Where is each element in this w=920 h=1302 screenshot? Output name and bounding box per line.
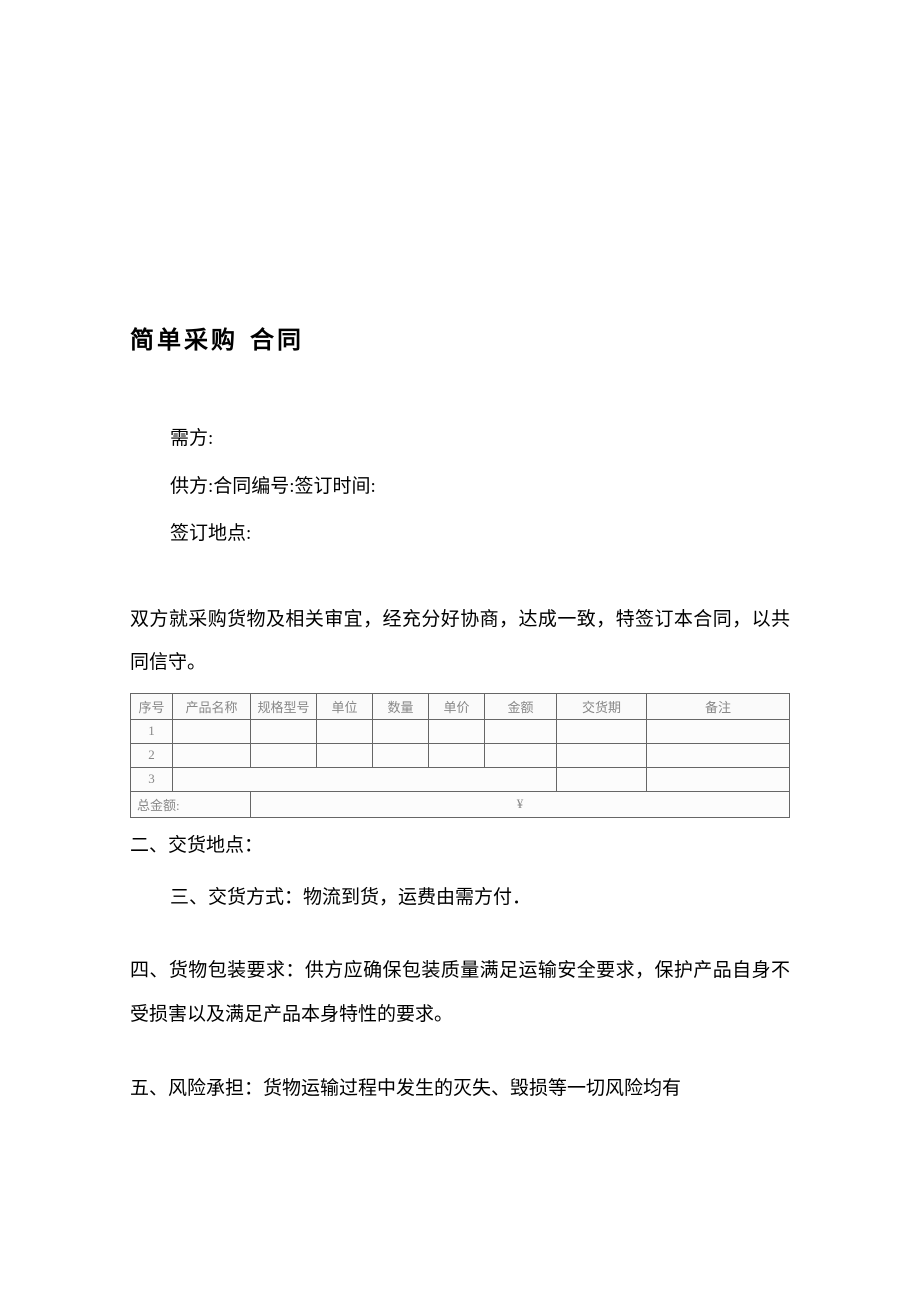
- table-row: 1: [131, 719, 790, 743]
- table-total-row: 总金额: ¥: [131, 791, 790, 817]
- cell: [485, 743, 557, 767]
- total-value: ¥: [251, 791, 790, 817]
- cell: [429, 743, 485, 767]
- cell: [317, 743, 373, 767]
- th-price: 单价: [429, 693, 485, 719]
- cell: [173, 767, 557, 791]
- th-delivery: 交货期: [557, 693, 647, 719]
- th-name: 产品名称: [173, 693, 251, 719]
- cell: [557, 767, 647, 791]
- th-seq: 序号: [131, 693, 173, 719]
- total-label: 总金额:: [131, 791, 251, 817]
- cell: [173, 743, 251, 767]
- cell: [485, 719, 557, 743]
- section-2: 二、交货地点：: [130, 824, 790, 868]
- cell: [557, 719, 647, 743]
- seller-line: 供方:合同编号:签订时间:: [170, 463, 790, 511]
- title-part2: 合同: [250, 328, 304, 354]
- buyer-line: 需方:: [170, 415, 790, 463]
- cell: [251, 743, 317, 767]
- th-qty: 数量: [373, 693, 429, 719]
- table-row: 3: [131, 767, 790, 791]
- table-header-row: 序号 产品名称 规格型号 单位 数量 单价 金额 交货期 备注: [131, 693, 790, 719]
- cell: [647, 719, 790, 743]
- cell: [373, 719, 429, 743]
- cell: [557, 743, 647, 767]
- cell: [647, 743, 790, 767]
- product-table: 序号 产品名称 规格型号 单位 数量 单价 金额 交货期 备注 1: [130, 693, 790, 818]
- document-title: 简单采购合同: [130, 320, 790, 355]
- th-spec: 规格型号: [251, 693, 317, 719]
- title-part1: 简单采购: [130, 328, 238, 354]
- th-unit: 单位: [317, 693, 373, 719]
- section-5: 五、风险承担：货物运输过程中发生的灭失、毁损等一切风险均有: [130, 1067, 790, 1111]
- th-amount: 金额: [485, 693, 557, 719]
- contract-header: 需方: 供方:合同编号:签订时间: 签订地点:: [130, 415, 790, 558]
- cell: [317, 719, 373, 743]
- preamble: 双方就采购货物及相关审宜，经充分好协商，达成一致，特签订本合同，以共同信守。: [130, 598, 790, 685]
- cell-seq: 1: [131, 719, 173, 743]
- cell-seq: 3: [131, 767, 173, 791]
- document-page: 简单采购合同 需方: 供方:合同编号:签订时间: 签订地点: 双方就采购货物及相…: [0, 0, 920, 1110]
- cell: [647, 767, 790, 791]
- cell: [251, 719, 317, 743]
- cell: [173, 719, 251, 743]
- place-line: 签订地点:: [170, 510, 790, 558]
- section-4: 四、货物包装要求：供方应确保包装质量满足运输安全要求，保护产品自身不受损害以及满…: [130, 949, 790, 1036]
- cell: [429, 719, 485, 743]
- section-3: 三、交货方式：物流到货，运费由需方付．: [130, 876, 790, 920]
- cell: [373, 743, 429, 767]
- cell-seq: 2: [131, 743, 173, 767]
- th-note: 备注: [647, 693, 790, 719]
- table-row: 2: [131, 743, 790, 767]
